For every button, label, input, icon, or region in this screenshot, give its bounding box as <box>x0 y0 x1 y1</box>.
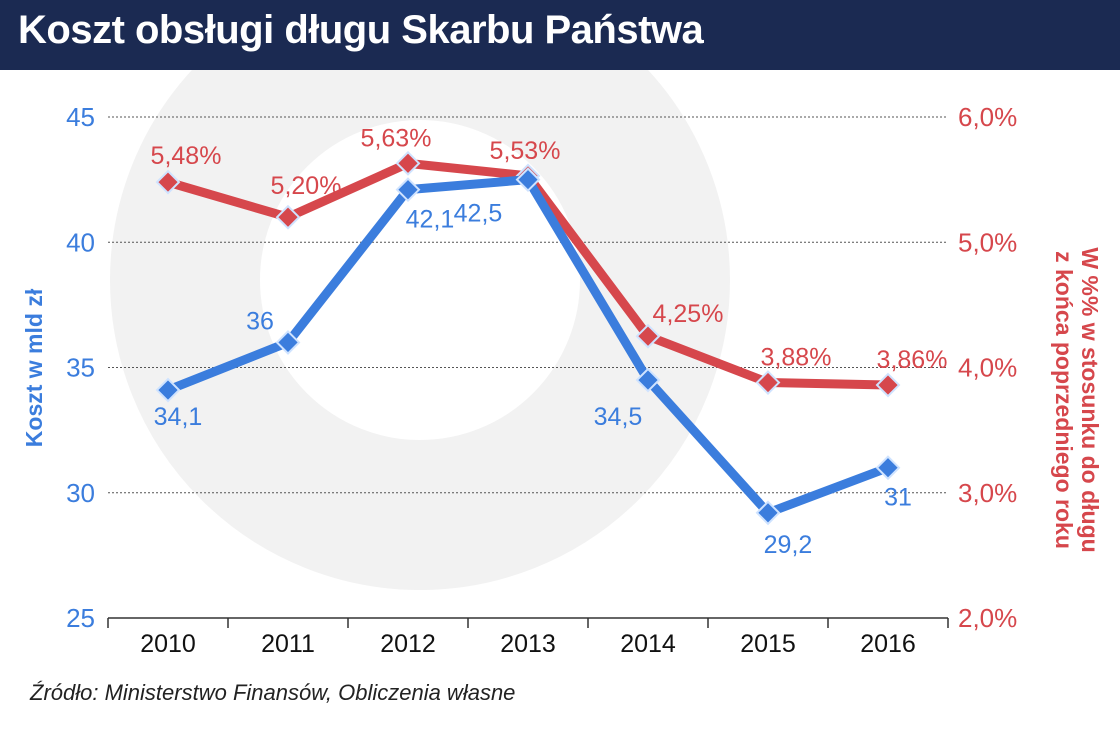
y-right-tick-label: 3,0% <box>958 478 1017 508</box>
data-point-cost <box>635 367 661 393</box>
y-right-axis-title-line2: z końca poprzedniego roku <box>1051 251 1077 549</box>
x-tick-label: 2016 <box>860 630 916 658</box>
series-cost <box>155 167 901 526</box>
y-right-tick-label: 6,0% <box>958 102 1017 132</box>
source-note: Źródło: Ministerstwo Finansów, Obliczeni… <box>30 680 516 705</box>
y-left-tick-label: 35 <box>66 353 95 383</box>
y-left-axis-title: Koszt w mld zł <box>21 288 47 447</box>
data-label-percent: 5,53% <box>490 137 561 165</box>
data-label-cost: 36 <box>246 307 274 335</box>
data-label-cost: 34,1 <box>154 403 203 431</box>
y-left-tick-label: 25 <box>66 603 95 633</box>
y-left-tick-label: 45 <box>66 102 95 132</box>
data-label-percent: 5,63% <box>361 124 432 152</box>
data-point-cost <box>755 500 781 526</box>
data-label-percent: 3,88% <box>761 344 832 372</box>
data-point-percent <box>395 150 421 176</box>
data-point-cost <box>275 330 301 355</box>
x-tick-label: 2012 <box>380 630 436 658</box>
data-point-percent <box>875 372 901 398</box>
data-point-percent <box>275 204 301 230</box>
data-point-cost <box>875 455 901 481</box>
x-tick-label: 2011 <box>261 630 315 658</box>
x-tick-label: 2014 <box>620 630 676 658</box>
data-label-cost: 42,5 <box>454 200 503 228</box>
data-point-percent <box>155 169 181 195</box>
y-left-tick-label: 40 <box>66 227 95 257</box>
data-label-cost: 29,2 <box>764 531 813 559</box>
data-label-cost: 31 <box>884 484 912 512</box>
data-label-percent: 5,20% <box>271 172 342 200</box>
y-right-tick-label: 4,0% <box>958 353 1017 383</box>
y-right-tick-label: 5,0% <box>958 227 1017 257</box>
data-point-cost <box>155 377 181 403</box>
y-left-tick-label: 30 <box>66 478 95 508</box>
data-label-percent: 3,86% <box>877 346 948 374</box>
data-point-percent <box>755 370 781 395</box>
y-right-axis-title-line1: W %% w stosunku do długu <box>1077 247 1103 552</box>
data-label-percent: 4,25% <box>653 300 724 328</box>
header-bar: Koszt obsługi długu Skarbu Państwa <box>0 0 1120 70</box>
data-point-percent <box>635 323 661 349</box>
data-point-cost <box>515 167 541 193</box>
axes: 25 2,0% 30 3,0% 35 4,0% 40 5,0% 45 6,0% 2010 2011 20… <box>21 102 1103 658</box>
data-labels: 5,48% 5,20% 5,63% 5,53% 4,25% 3,88% 3,86% 34,1 3… <box>151 124 948 558</box>
y-right-tick-label: 2,0% <box>958 603 1017 633</box>
data-label-percent: 5,48% <box>151 142 222 170</box>
data-label-cost: 42,1 <box>406 206 455 234</box>
gridlines <box>108 116 948 494</box>
x-tick-label: 2010 <box>140 630 196 658</box>
x-tick-label: 2013 <box>500 630 556 658</box>
x-tick-label: 2015 <box>740 630 796 658</box>
data-point-cost <box>395 177 421 203</box>
page-title: Koszt obsługi długu Skarbu Państwa <box>18 8 704 52</box>
data-label-cost: 34,5 <box>594 403 643 431</box>
